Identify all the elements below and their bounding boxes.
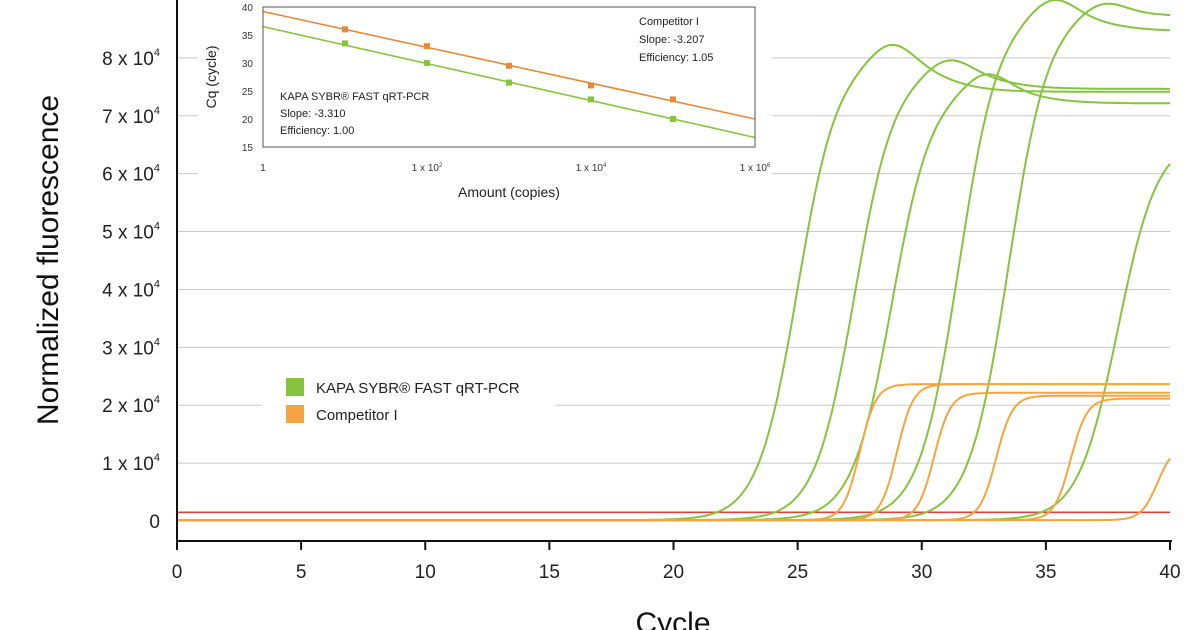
- x-tick-label: 0: [172, 562, 183, 583]
- inset-y-tick-label: 20: [242, 115, 254, 126]
- y-tick-label: 7 x 104: [102, 105, 160, 128]
- inset-y-axis-label: Cq (cycle): [203, 45, 219, 108]
- inset-x-tick-label: 1 x 106: [740, 163, 771, 174]
- inset-data-point: [670, 96, 676, 103]
- x-tick-label: 25: [787, 562, 808, 583]
- inset-data-point: [506, 79, 512, 86]
- legend-swatch-competitor: [286, 405, 304, 423]
- inset-note-competitor-efficiency: Efficiency: 1.05: [639, 52, 713, 64]
- legend-swatch-kapa: [286, 378, 304, 396]
- amplification-curve: [177, 163, 1171, 522]
- series-competitor: [177, 383, 1171, 522]
- amplification-curve: [177, 457, 1171, 522]
- inset-data-point: [342, 40, 348, 47]
- y-tick-label: 0: [149, 512, 160, 533]
- x-tick-label: 5: [296, 562, 307, 583]
- legend-label-competitor: Competitor I: [316, 407, 398, 424]
- standard-curve-inset: 15 20 25 30 35 40 1 1 x 102 1 x 104 1 x 106 Cq (c…: [198, 0, 772, 208]
- inset-data-point: [506, 62, 512, 69]
- inset-data-point: [424, 43, 430, 50]
- inset-y-tick-label: 40: [242, 3, 254, 14]
- inset-y-tick-label: 30: [242, 59, 254, 70]
- inset-data-point: [424, 60, 430, 66]
- legend-background: [262, 368, 556, 436]
- y-tick-label: 1 x 104: [102, 452, 160, 475]
- x-tick-label: 30: [911, 562, 932, 583]
- main-series-group: [177, 0, 1171, 522]
- x-tick-label: 15: [539, 562, 560, 583]
- inset-note-kapa-name: KAPA SYBR® FAST qRT-PCR: [280, 91, 429, 103]
- inset-tick-labels: 15 20 25 30 35 40 1 1 x 102 1 x 104 1 x 106: [242, 3, 771, 174]
- y-tick-label: 4 x 104: [102, 278, 160, 301]
- inset-data-point: [342, 26, 348, 33]
- y-axis-label: Normalized fluorescence: [32, 95, 65, 425]
- main-tick-labels: 0 5 10 15 20 25 30 35 40 0 1 x 104 2 x 104 3 x 104 4 …: [102, 47, 1180, 583]
- inset-x-axis-label: Amount (copies): [458, 184, 560, 200]
- inset-x-tick-label: 1: [260, 163, 266, 174]
- inset-series-group: [262, 10, 756, 139]
- inset-x-tick-label: 1 x 102: [412, 163, 443, 174]
- inset-y-tick-label: 15: [242, 143, 254, 154]
- inset-data-point: [588, 96, 594, 103]
- x-tick-label: 10: [415, 562, 436, 583]
- inset-data-point: [670, 116, 676, 122]
- x-tick-label: 35: [1035, 562, 1056, 583]
- y-tick-label: 2 x 104: [102, 394, 160, 417]
- inset-note-competitor-slope: Slope: -3.207: [639, 34, 704, 46]
- main-axes: [176, 0, 1172, 550]
- y-tick-label: 8 x 104: [102, 47, 160, 70]
- inset-data-point: [588, 82, 594, 89]
- y-tick-label: 3 x 104: [102, 336, 160, 359]
- inset-note-competitor-name: Competitor I: [639, 16, 699, 28]
- legend: KAPA SYBR® FAST qRT-PCR Competitor I: [262, 368, 556, 436]
- inset-y-tick-label: 35: [242, 31, 254, 42]
- inset-note-kapa: KAPA SYBR® FAST qRT-PCR Slope: -3.310 Ef…: [272, 88, 448, 138]
- inset-plot-frame: [262, 6, 756, 148]
- x-tick-label: 20: [663, 562, 684, 583]
- y-tick-label: 6 x 104: [102, 163, 160, 186]
- inset-note-kapa-background: [272, 88, 448, 138]
- inset-series-competitor: [262, 10, 756, 120]
- x-axis-label: Cycle: [635, 607, 710, 630]
- inset-x-tick-label: 1 x 104: [576, 163, 607, 174]
- inset-note-kapa-efficiency: Efficiency: 1.00: [280, 125, 354, 137]
- inset-y-tick-label: 25: [242, 87, 254, 98]
- inset-note-kapa-slope: Slope: -3.310: [280, 108, 345, 120]
- inset-note-competitor: Competitor I Slope: -3.207 Efficiency: 1…: [639, 16, 713, 64]
- x-tick-label: 40: [1159, 562, 1180, 583]
- inset-series-kapa: [262, 25, 756, 139]
- legend-label-kapa: KAPA SYBR® FAST qRT-PCR: [316, 380, 520, 397]
- y-tick-label: 5 x 104: [102, 221, 160, 244]
